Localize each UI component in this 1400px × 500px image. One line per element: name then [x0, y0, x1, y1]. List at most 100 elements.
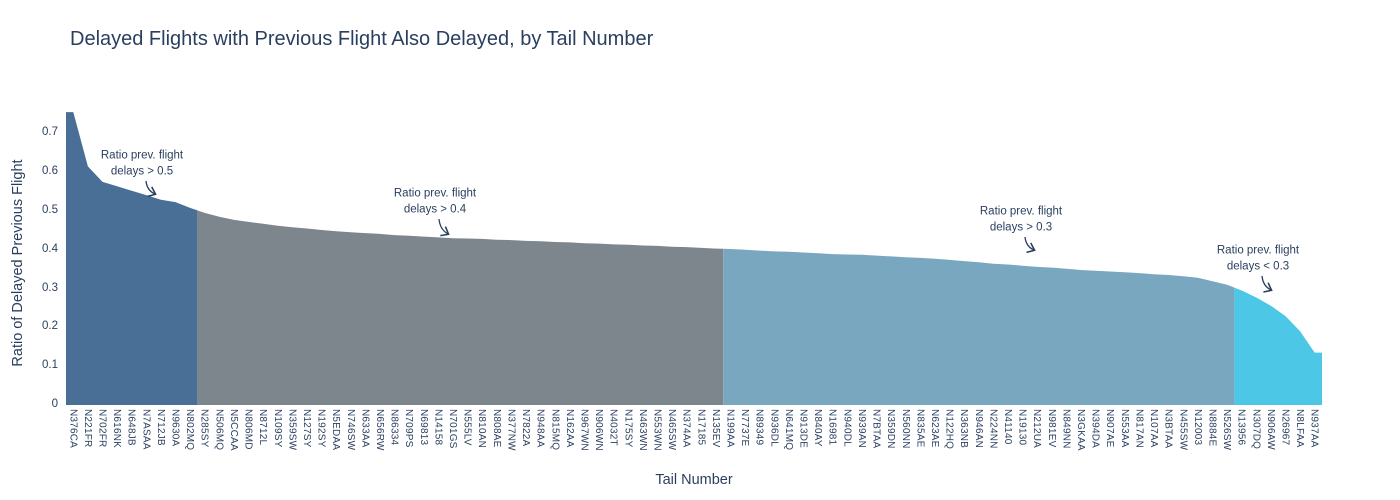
x-tick-label: N913DE [797, 409, 809, 448]
x-tick-label: N192SY [315, 409, 327, 448]
x-tick-label: N16981 [826, 409, 838, 446]
x-tick-label: N285SY [198, 409, 210, 448]
annotation-text: Ratio prev. flight delays > 0.3 [979, 205, 1063, 233]
annotation-arrow [1261, 275, 1273, 293]
x-tick-label: N162AA [563, 409, 575, 448]
x-tick-label: N555LV [461, 409, 473, 446]
annotation-arrow [145, 180, 157, 198]
x-tick-label: N127SY [300, 409, 312, 448]
x-tick-label: N623AE [928, 409, 940, 448]
area-segment-ratio-lt-0.3 [1234, 287, 1322, 405]
x-tick-label: N7ASAA [140, 409, 152, 450]
y-tick-label: 0.3 [42, 281, 58, 294]
x-tick-label: N946AN [972, 409, 984, 448]
x-tick-label: N840AY [812, 409, 824, 447]
x-tick-label: N175SY [622, 409, 634, 448]
x-tick-label: N849NN [1060, 409, 1072, 449]
x-tick-label: N3GKAA [1075, 409, 1087, 451]
x-tick-label: N307DQ [1250, 409, 1262, 450]
x-tick-label: N224NN [987, 409, 999, 449]
x-tick-label: N212UA [1031, 409, 1043, 448]
x-tick-label: N906WN [593, 409, 605, 451]
x-tick-label: N553WN [651, 409, 663, 451]
x-tick-label: N937AA [1308, 409, 1320, 448]
x-tick-label: N802MQ [184, 409, 196, 451]
x-tick-label: N709PS [403, 409, 415, 448]
x-tick-label: N7737E [739, 409, 751, 447]
x-tick-label: N12003 [1191, 409, 1203, 446]
x-tick-label: N8712L [257, 409, 269, 446]
x-tick-label: N806MD [242, 409, 254, 450]
x-tick-label: N810AN [476, 409, 488, 448]
chart-title: Delayed Flights with Previous Flight Als… [70, 28, 654, 50]
x-tick-label: N981EV [1045, 409, 1057, 448]
x-tick-label: N8884E [1206, 409, 1218, 447]
x-tick-label: N455SW [1177, 409, 1189, 451]
x-tick-label: N633AA [359, 409, 371, 448]
x-tick-label: N17185 [695, 409, 707, 446]
x-tick-label: N712JB [154, 409, 166, 446]
x-tick-label: N465SW [666, 409, 678, 451]
x-axis-title: Tail Number [655, 472, 733, 488]
y-tick-label: 0.1 [42, 359, 58, 372]
y-tick-label: 0.7 [42, 126, 58, 139]
area-segment-ratio-gt-0.3 [723, 248, 1235, 405]
x-tick-label: N41140 [1002, 409, 1013, 445]
x-tick-label: N19130 [1016, 409, 1028, 446]
x-tick-label: N363NB [958, 409, 970, 448]
x-tick-label: N122HQ [943, 409, 955, 450]
x-tick-label: N107AA [1148, 409, 1160, 448]
x-tick-label: N835AE [914, 409, 926, 448]
x-tick-label: N4032T [607, 409, 619, 446]
x-tick-label: N702FR [96, 409, 108, 448]
x-tick-label: N199AA [724, 409, 736, 448]
annotation-text: Ratio prev. flight delays < 0.3 [1216, 244, 1300, 272]
x-tick-label: N526SW [1221, 409, 1233, 451]
x-tick-label: N815MQ [549, 409, 561, 451]
x-tick-label: N26967 [1279, 409, 1291, 446]
x-tick-label: N808AE [490, 409, 502, 448]
annotation-text: Ratio prev. flight delays > 0.4 [393, 187, 477, 215]
x-tick-label: N463WN [636, 409, 648, 451]
x-tick-label: N69813 [417, 409, 429, 446]
x-tick-label: N374AA [680, 409, 692, 448]
y-tick-label: 0.6 [42, 165, 58, 178]
x-tick-label: N89349 [753, 409, 765, 446]
x-tick-label: N359DN [885, 409, 897, 449]
x-tick-label: N939AN [855, 409, 867, 448]
x-tick-label: N9630A [169, 409, 181, 447]
x-tick-label: N5EDAA [330, 409, 342, 451]
x-tick-label: N377NW [505, 409, 517, 451]
x-tick-label: N359SW [286, 409, 298, 451]
y-tick-label: 0.4 [42, 242, 58, 255]
x-tick-label: N746SW [344, 409, 356, 451]
x-tick-label: N135EV [709, 409, 721, 448]
x-tick-label: N936DL [768, 409, 780, 447]
x-tick-label: N221FR [81, 409, 93, 448]
y-tick-label: 0.2 [42, 320, 58, 333]
x-tick-label: N656RW [374, 409, 385, 451]
x-tick-label: N641MQ [782, 409, 794, 451]
x-tick-label: N616NK [111, 409, 123, 448]
x-tick-label: N8LFAA [1294, 409, 1306, 448]
x-tick-label: N553AA [1118, 409, 1130, 448]
y-tick-label: 0.5 [42, 204, 58, 216]
x-tick-label: N701GS [447, 409, 459, 449]
x-tick-label: N560NN [899, 409, 911, 449]
annotation-arrow [1024, 236, 1036, 254]
x-tick-label: N14158 [432, 409, 444, 446]
x-tick-label: N3BTAA [1162, 409, 1174, 449]
x-tick-label: N7822A [520, 409, 532, 447]
x-tick-label: N86334 [388, 409, 400, 446]
x-tick-label: N394DA [1089, 409, 1101, 448]
area-segment-ratio-gt-0.5 [66, 112, 198, 405]
x-tick-label: N648JB [125, 409, 137, 446]
x-tick-label: N506MQ [213, 409, 225, 451]
x-tick-label: N376CA [67, 409, 79, 448]
annotation-arrow [438, 218, 450, 237]
x-tick-label: N948AA [534, 409, 546, 448]
annotation-text: Ratio prev. flight delays > 0.5 [100, 149, 184, 177]
x-tick-label: N940DL [841, 409, 853, 447]
